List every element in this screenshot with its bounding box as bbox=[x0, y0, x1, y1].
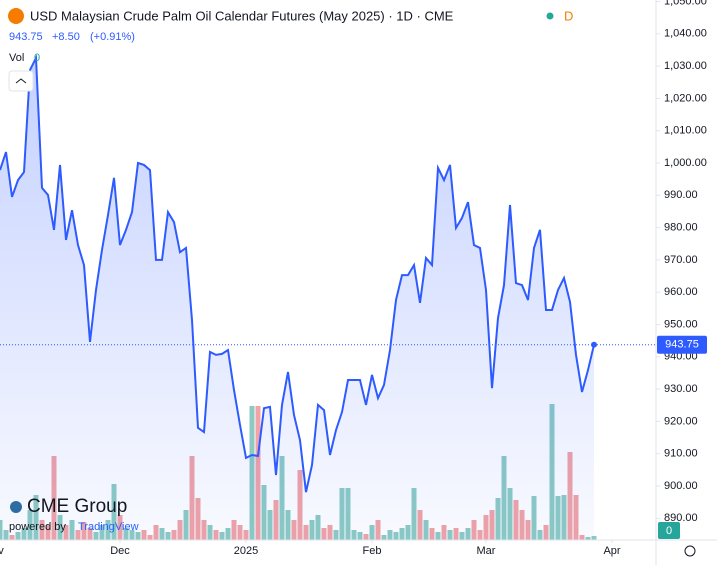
vol-label: Vol bbox=[9, 52, 24, 64]
header: USD Malaysian Crude Palm Oil Calendar Fu… bbox=[8, 8, 696, 557]
area bbox=[0, 58, 594, 540]
y-tick-label: 930.00 bbox=[664, 383, 698, 395]
vol-value: 0 bbox=[34, 52, 40, 64]
price: 943.75 bbox=[9, 31, 43, 43]
y-tick-label: 1,030.00 bbox=[664, 60, 707, 72]
y-tick-label: 890.00 bbox=[664, 512, 698, 524]
y-tick-label: 1,050.00 bbox=[664, 0, 707, 7]
price-line bbox=[0, 54, 595, 493]
y-tick-label: 920.00 bbox=[664, 415, 698, 427]
settings-icon[interactable] bbox=[684, 545, 696, 557]
symbol-icon bbox=[8, 8, 24, 24]
logo-icon bbox=[10, 501, 22, 513]
vol-badge bbox=[658, 522, 680, 539]
y-tick-label: 950.00 bbox=[664, 318, 698, 330]
y-tick-label: 970.00 bbox=[664, 254, 698, 266]
status-dot bbox=[546, 12, 554, 20]
y-tick-label: 1,040.00 bbox=[664, 28, 707, 40]
vol-badge-text: 0 bbox=[666, 525, 672, 537]
collapse-button[interactable] bbox=[8, 70, 34, 92]
chart-title: USD Malaysian Crude Palm Oil Calendar Fu… bbox=[30, 8, 454, 23]
chevron bbox=[15, 78, 27, 84]
last-price-label: 943.75 bbox=[665, 339, 699, 351]
x-tick-label: Dec bbox=[110, 545, 130, 557]
y-tick-label: 1,010.00 bbox=[664, 125, 707, 137]
y-tick-label: 1,020.00 bbox=[664, 92, 707, 104]
powered-by: powered by bbox=[9, 521, 66, 533]
x-tick-label: Feb bbox=[363, 545, 382, 557]
x-tick-label: Nov bbox=[0, 545, 4, 557]
x-tick-label: Apr bbox=[603, 545, 620, 557]
y-tick-label: 900.00 bbox=[664, 480, 698, 492]
status: D bbox=[564, 8, 573, 23]
y-tick-label: 980.00 bbox=[664, 222, 698, 234]
y-tick-label: 910.00 bbox=[664, 448, 698, 460]
change: +8.50 bbox=[52, 31, 80, 43]
y-tick-label: 990.00 bbox=[664, 189, 698, 201]
y-tick-label: 1,000.00 bbox=[664, 157, 707, 169]
x-tick-label: 2025 bbox=[234, 545, 258, 557]
y-tick-label: 960.00 bbox=[664, 286, 698, 298]
plot-area bbox=[0, 54, 597, 540]
change-pct: (+0.91%) bbox=[90, 31, 135, 43]
platform: TradingView bbox=[78, 521, 139, 533]
x-tick-label: Mar bbox=[477, 545, 496, 557]
last-price-badge bbox=[657, 335, 707, 354]
y-tick-label: 940.00 bbox=[664, 351, 698, 363]
logo: CME Group bbox=[27, 496, 127, 517]
